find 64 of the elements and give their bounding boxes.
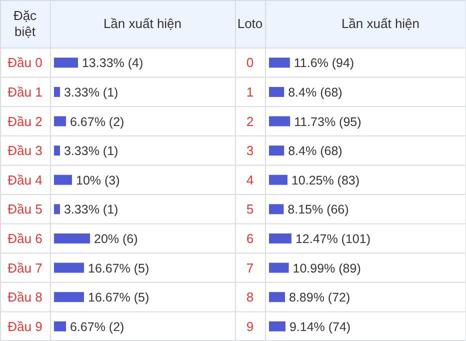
- data-label: 8.89% (72): [289, 290, 350, 305]
- y-tick-label: 1: [246, 84, 254, 100]
- data-label: 10% (3): [76, 173, 120, 188]
- bar: [269, 204, 284, 214]
- y-tick-label: 4: [246, 172, 254, 188]
- y-axis-title: Loto: [237, 16, 263, 31]
- data-label: 8.15% (66): [288, 202, 349, 217]
- data-label: 3.33% (1): [64, 85, 118, 100]
- data-label: 8.4% (68): [288, 144, 342, 158]
- y-tick-label: Đầu 2: [8, 114, 42, 129]
- y-tick-label: 0: [246, 55, 254, 70]
- bar: [54, 292, 84, 302]
- bar: [269, 174, 288, 185]
- y-tick-label: Đầu 8: [8, 290, 42, 305]
- bar: [54, 174, 72, 185]
- data-label: 16.67% (5): [88, 290, 150, 305]
- bar: [54, 146, 60, 156]
- y-tick-label: Đầu 7: [8, 260, 42, 276]
- data-label: 12.47% (101): [295, 232, 371, 246]
- y-tick-label: 9: [246, 318, 254, 334]
- bar: [269, 116, 290, 126]
- data-label: 6.67% (2): [70, 114, 124, 129]
- data-label: 3.33% (1): [64, 202, 118, 217]
- y-tick-label: Đầu 3: [8, 143, 42, 158]
- bar: [54, 262, 84, 273]
- y-tick-label: 8: [246, 290, 254, 305]
- y-axis-title: Đặc biệt: [13, 8, 38, 39]
- data-label: 8.4% (68): [288, 85, 342, 100]
- x-axis-title: Lần xuất hiện: [103, 16, 182, 31]
- data-label: 10.99% (89): [292, 261, 361, 276]
- y-tick-label: 7: [246, 260, 254, 276]
- y-tick-label: 3: [246, 143, 254, 158]
- bar: [269, 321, 286, 332]
- bar: [54, 321, 66, 332]
- y-tick-label: Đầu 1: [8, 84, 42, 100]
- y-tick-label: 6: [246, 230, 254, 246]
- bar: [54, 58, 78, 68]
- bar: [269, 58, 290, 68]
- data-label: 13.33% (4): [82, 56, 144, 70]
- data-label: 11.6% (94): [294, 56, 354, 70]
- y-tick-label: Đầu 4: [8, 172, 42, 188]
- x-axis-title: Lần xuất hiện: [341, 16, 420, 31]
- data-label: 3.33% (1): [64, 144, 118, 158]
- bar: [269, 86, 284, 97]
- y-tick-label: Đầu 0: [8, 55, 42, 70]
- data-label: 11.73% (95): [294, 114, 362, 129]
- bar: [54, 86, 60, 97]
- bar: [269, 233, 292, 244]
- data-label: 16.67% (5): [88, 261, 150, 276]
- bar: [269, 146, 284, 156]
- bar: [269, 292, 285, 302]
- bar: [54, 233, 90, 244]
- bar: [269, 262, 289, 273]
- y-tick-label: 2: [246, 114, 254, 129]
- data-label: 10.25% (83): [291, 173, 360, 188]
- y-tick-label: Đầu 6: [8, 230, 42, 246]
- bar: [54, 116, 66, 126]
- bar: [54, 204, 60, 214]
- y-tick-label: Đầu 9: [8, 318, 42, 334]
- data-label: 6.67% (2): [70, 320, 124, 334]
- data-label: 20% (6): [94, 232, 138, 246]
- data-label: 9.14% (74): [289, 320, 351, 334]
- y-tick-label: 5: [246, 202, 254, 217]
- y-tick-label: Đầu 5: [8, 202, 42, 217]
